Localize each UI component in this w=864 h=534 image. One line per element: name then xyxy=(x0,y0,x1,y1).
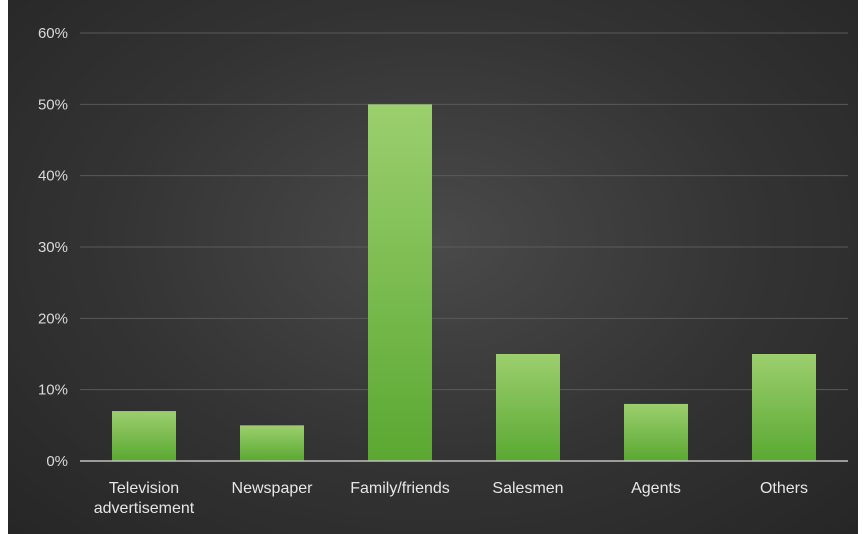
y-tick-label: 0% xyxy=(46,453,68,470)
bar xyxy=(368,104,432,461)
bar xyxy=(240,425,304,461)
bar xyxy=(624,403,688,461)
x-axis-labels: Television advertisement Newspaper Family/f… xyxy=(94,480,808,517)
y-tick-label: 30% xyxy=(38,239,68,256)
y-tick-label: 50% xyxy=(38,96,68,113)
bar xyxy=(496,354,560,461)
bar xyxy=(112,411,176,461)
bar-chart: 0% 10% 20% 30% 40% 50% 60% Television advertise… xyxy=(38,25,848,517)
chart-area: 0% 10% 20% 30% 40% 50% 60% Television advertise… xyxy=(8,0,858,534)
x-category-label: Others xyxy=(760,480,808,497)
y-tick-label: 60% xyxy=(38,25,68,42)
bars xyxy=(112,104,816,461)
x-category-label: Family/friends xyxy=(350,480,450,497)
bar xyxy=(752,354,816,461)
gridlines xyxy=(80,32,848,391)
y-tick-label: 20% xyxy=(38,310,68,327)
y-tick-label: 40% xyxy=(38,168,68,185)
x-category-label: Salesmen xyxy=(492,480,563,497)
y-tick-label: 10% xyxy=(38,382,68,399)
y-axis-ticks: 0% 10% 20% 30% 40% 50% 60% xyxy=(38,25,68,470)
x-category-label: Agents xyxy=(631,480,681,497)
x-category-label: Newspaper xyxy=(232,480,314,497)
x-category-label: Television advertisement xyxy=(94,480,195,517)
